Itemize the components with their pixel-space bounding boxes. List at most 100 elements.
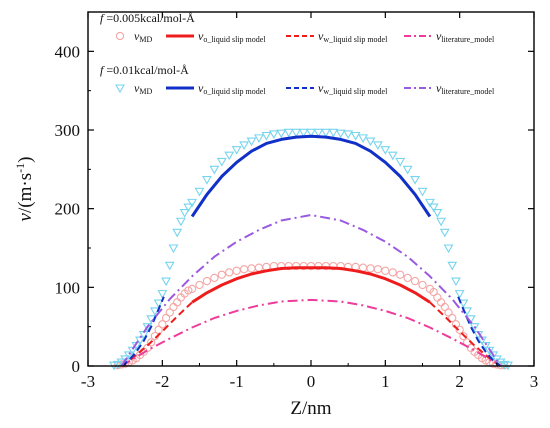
legend-label: vliterature_model (436, 29, 495, 44)
data-point (440, 302, 449, 312)
legend-label: vMD (134, 29, 152, 44)
data-point (381, 266, 390, 275)
data-point (313, 128, 324, 138)
data-point (261, 131, 272, 141)
data-point (276, 129, 287, 139)
data-point (439, 228, 450, 238)
data-point (112, 360, 123, 370)
data-point (417, 187, 428, 197)
data-point (328, 128, 339, 138)
x-tick-label: 0 (307, 372, 316, 391)
data-point (444, 308, 453, 317)
data-point (161, 313, 171, 323)
legend-label: vw_liquid slip model (318, 81, 388, 96)
data-point (179, 209, 190, 218)
series-line-5 (120, 298, 502, 367)
data-point (447, 261, 458, 271)
data-point (247, 264, 256, 273)
data-point (216, 157, 227, 167)
legend-label: vo_liquid slip model (198, 29, 266, 44)
y-tick-label: 0 (72, 357, 81, 376)
data-point (254, 263, 264, 272)
data-point (146, 315, 157, 324)
x-axis-title: Z/nm (290, 398, 331, 419)
data-point (458, 299, 469, 309)
data-point (410, 276, 420, 286)
data-point (153, 299, 164, 309)
data-point (161, 277, 171, 287)
data-point (184, 286, 193, 295)
data-point (480, 341, 491, 351)
x-tick-label: 3 (530, 372, 539, 391)
series-line-2 (191, 266, 431, 304)
data-point (123, 351, 134, 361)
data-point (358, 263, 368, 272)
data-point (209, 165, 220, 175)
data-point (224, 151, 235, 161)
data-point (225, 268, 234, 277)
data-point (217, 270, 226, 279)
data-point (127, 346, 138, 356)
data-point (395, 157, 406, 167)
data-point (194, 187, 205, 197)
y-tick-label: 100 (55, 278, 81, 297)
data-point (448, 313, 457, 323)
y-axis-title: v/(m·s-1) (13, 157, 36, 222)
data-point (268, 130, 279, 140)
data-point (175, 217, 186, 227)
data-point (365, 137, 376, 147)
data-point (432, 209, 443, 218)
data-point (210, 273, 219, 283)
data-point (283, 128, 294, 138)
data-point (239, 265, 249, 274)
data-point (436, 217, 447, 227)
data-point (350, 131, 361, 141)
legend-marker (115, 84, 125, 94)
legend-group-header: f =0.01kcal/mol-Å (100, 63, 189, 77)
x-tick-label: 2 (455, 372, 464, 391)
data-point (443, 244, 454, 254)
data-point (451, 277, 461, 287)
legend-marker (115, 31, 125, 41)
data-point (232, 266, 241, 275)
data-point (120, 355, 131, 365)
legend-label: vMD (134, 81, 152, 96)
data-point (306, 128, 316, 138)
series-line-7 (120, 296, 165, 367)
x-tick-label: -1 (230, 372, 244, 391)
data-point (202, 276, 212, 286)
data-point (246, 137, 257, 147)
data-point (429, 287, 438, 297)
data-point (455, 325, 464, 334)
data-point (154, 325, 163, 334)
data-point (298, 128, 309, 138)
legend-label: vliterature_model (436, 81, 495, 96)
x-tick-label: 1 (381, 372, 390, 391)
data-point (164, 261, 175, 271)
data-point (388, 268, 397, 277)
data-point (459, 331, 468, 341)
data-point (433, 293, 442, 302)
series-line-6 (190, 134, 432, 218)
data-point (373, 265, 383, 274)
y-tick-label: 200 (55, 200, 81, 219)
data-point (424, 198, 435, 208)
data-point (201, 176, 212, 185)
series-line-9 (120, 214, 502, 367)
data-point (187, 284, 197, 294)
data-point (410, 176, 421, 185)
data-point (157, 290, 168, 299)
legend-group-header: f =0.005kcal/mol-Å (100, 11, 195, 25)
data-point (387, 151, 398, 161)
legend-label: vw_liquid slip model (318, 29, 388, 44)
x-tick-label: -2 (155, 372, 169, 391)
data-point (469, 323, 480, 332)
y-tick-label: 300 (55, 121, 81, 140)
y-tick-label: 400 (55, 42, 81, 61)
series-line-8 (457, 296, 502, 367)
data-point (372, 141, 383, 151)
data-point (499, 360, 510, 370)
data-point (169, 302, 178, 312)
axes-layer: -3 -2 -1 0 1 2 3 0 100 200 300 400 Z/nm v/(m·s-1) (13, 11, 539, 419)
data-point (142, 323, 153, 332)
